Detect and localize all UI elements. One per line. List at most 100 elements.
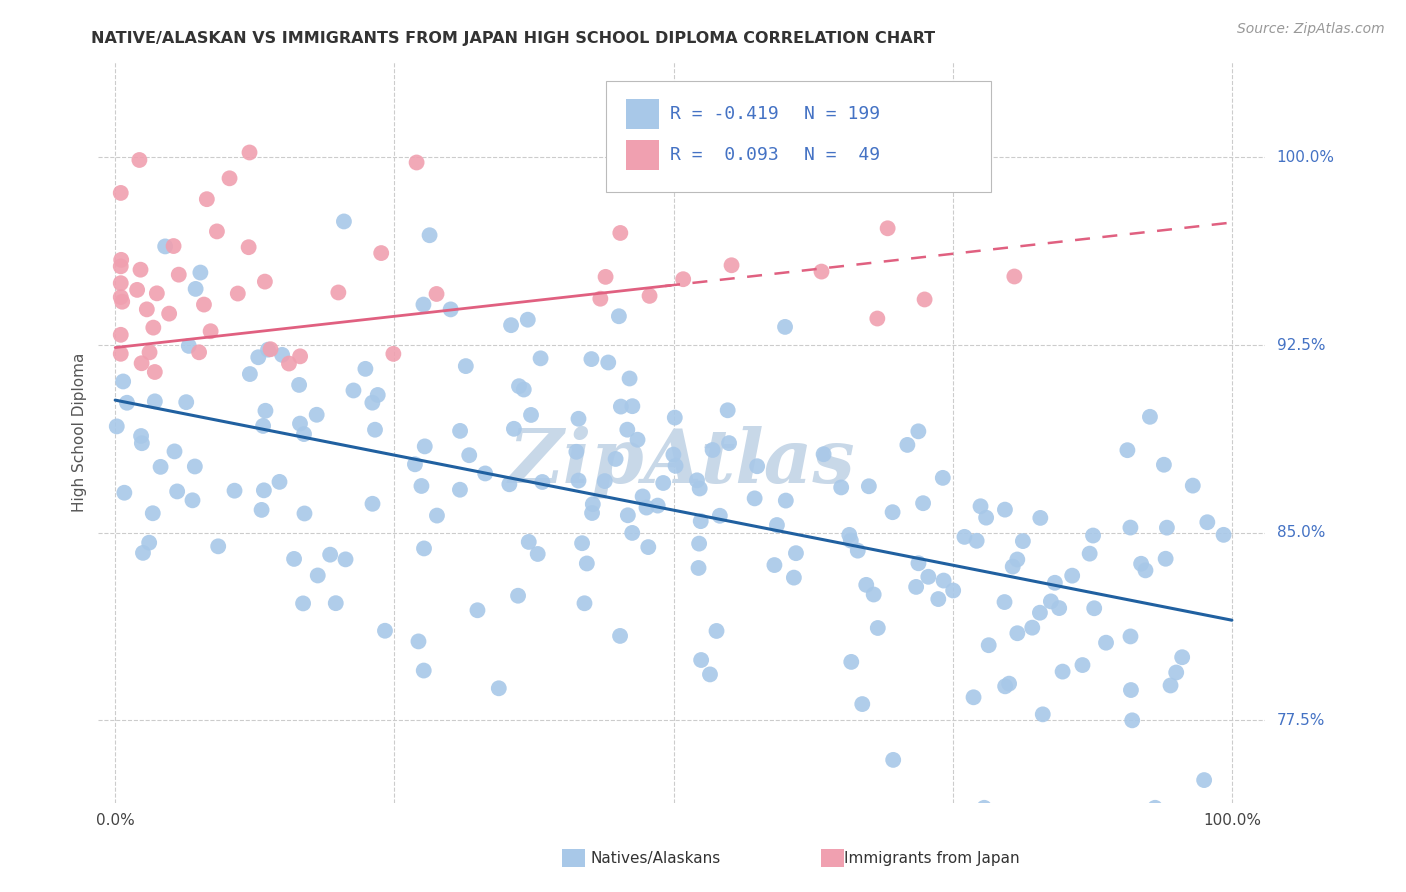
Point [259,343,281,357]
Point [839,533,862,548]
Point [1081,528,1104,542]
Point [238,240,260,254]
Point [962,690,984,705]
FancyBboxPatch shape [626,140,658,169]
Point [866,311,889,326]
Point [1121,714,1143,728]
Point [419,228,441,243]
Point [128,153,150,167]
Point [184,459,207,474]
Point [621,525,644,540]
Point [207,539,229,553]
Point [131,356,153,370]
Point [132,546,155,560]
Point [146,286,169,301]
Point [292,596,315,610]
Point [404,458,426,472]
Point [582,497,605,511]
Point [142,320,165,334]
Point [830,480,852,494]
Point [239,367,262,381]
Point [238,145,260,160]
Point [702,442,724,457]
Point [218,171,240,186]
Point [1116,443,1139,458]
Point [1043,575,1066,590]
Point [271,348,294,362]
Point [932,574,955,588]
Point [567,474,589,488]
Point [862,587,884,601]
Point [747,459,769,474]
Point [1171,650,1194,665]
Point [1062,568,1084,582]
Point [609,226,631,240]
Text: N =  49: N = 49 [804,146,880,164]
Point [1078,547,1101,561]
Text: N = 199: N = 199 [804,105,880,123]
Point [1181,478,1204,492]
Point [110,260,132,274]
Point [517,535,540,549]
Point [977,638,1000,652]
Point [718,436,741,450]
Point [110,186,132,200]
Point [896,438,918,452]
Point [912,496,935,510]
Point [1192,773,1215,788]
Point [426,508,449,523]
Point [226,286,249,301]
Point [499,318,522,333]
Point [876,221,898,235]
Point [994,679,1017,693]
Point [498,477,520,491]
Point [425,287,447,301]
Point [942,583,965,598]
Text: 77.5%: 77.5% [1277,713,1324,728]
Point [513,383,536,397]
Point [1197,515,1219,529]
Point [574,596,596,610]
Point [1095,636,1118,650]
Point [813,447,835,461]
Point [257,343,280,357]
Point [506,589,529,603]
Point [744,491,766,506]
Point [927,592,949,607]
Point [1001,559,1024,574]
Point [174,395,197,409]
Point [454,359,477,373]
Point [224,483,246,498]
Point [616,423,638,437]
Point [367,388,389,402]
Text: R = -0.419: R = -0.419 [671,105,779,123]
Point [914,293,936,307]
Point [567,411,589,425]
Point [1007,552,1029,566]
Point [810,264,832,278]
Point [467,603,489,617]
Point [110,276,132,290]
Point [382,347,405,361]
Point [581,506,603,520]
Point [966,533,988,548]
Point [575,557,598,571]
Point [1153,458,1175,472]
Point [664,458,686,473]
Point [325,596,347,610]
Point [190,266,212,280]
Point [932,471,955,485]
Point [307,568,329,582]
Point [973,801,995,815]
Point [361,497,384,511]
Point [1029,606,1052,620]
Text: ZipAtlas: ZipAtlas [509,426,855,499]
Text: 85.0%: 85.0% [1277,525,1324,541]
Point [110,252,132,267]
Point [905,580,928,594]
Point [1119,629,1142,643]
Point [374,624,396,638]
Point [288,417,311,431]
Point [785,546,807,560]
Point [361,395,384,409]
